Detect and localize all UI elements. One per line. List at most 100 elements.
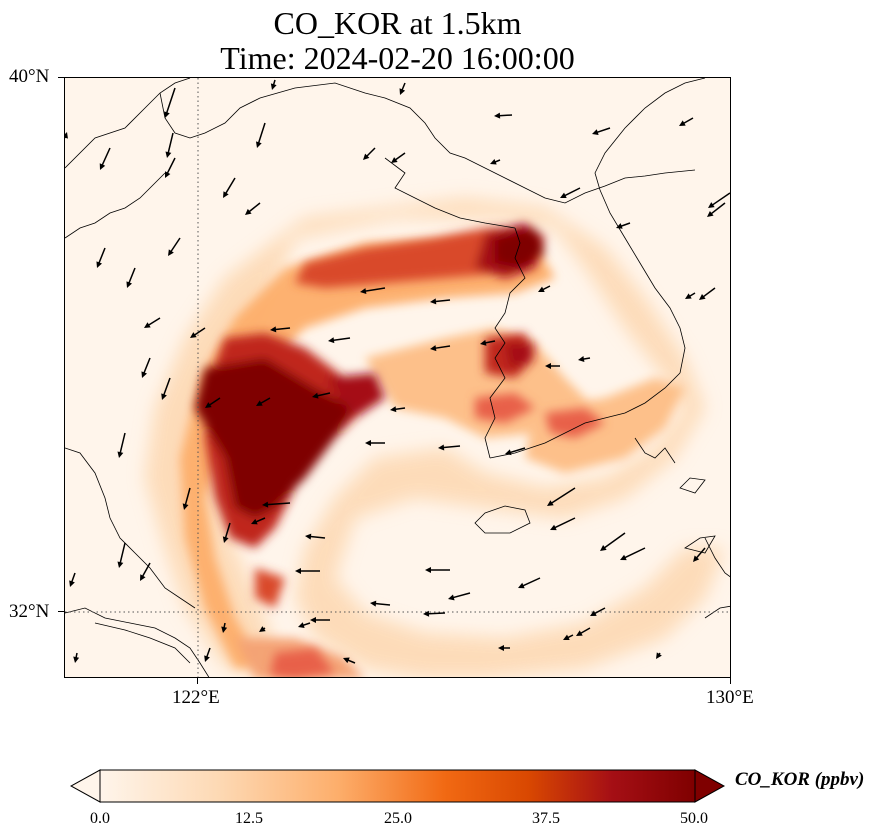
wind-arrow [257, 122, 266, 146]
wind-arrow-head [656, 652, 662, 659]
tick-mark [58, 77, 64, 78]
wind-arrow-head [590, 610, 597, 616]
wind-arrow [425, 612, 446, 615]
wind-arrow-head [245, 208, 252, 215]
tick-mark [730, 678, 731, 684]
wind-arrow-head [221, 626, 228, 633]
wind-arrow-head [360, 288, 367, 295]
wind-arrow-head [538, 286, 545, 292]
wind-arrow [520, 577, 541, 588]
wind-arrow [142, 357, 151, 376]
gridlines [65, 78, 730, 677]
wind-arrow-head [699, 294, 706, 300]
wind-arrow [127, 267, 136, 286]
wind-arrow-head [255, 141, 262, 148]
wind-arrow [184, 487, 191, 508]
wind-arrow-head [578, 356, 585, 362]
wind-arrow-head [168, 249, 174, 256]
wind-arrow-head [262, 501, 269, 508]
wind-arrow [169, 237, 181, 254]
wind-arrow-head [164, 111, 170, 118]
wind-arrow-head [620, 554, 627, 561]
wind-arrow-head [141, 371, 148, 378]
wind-arrow-head [343, 657, 350, 664]
colorbar-extend-min [70, 769, 101, 803]
wind-arrow-head [310, 617, 316, 623]
wind-arrow [97, 247, 106, 266]
colorbar-label: CO_KOR (ppbv) [735, 769, 865, 790]
wind-arrow-head [117, 561, 124, 568]
wind-arrow-head [144, 322, 151, 328]
lat-tick-40n: 40°N [9, 66, 50, 87]
wind-arrow-head [328, 337, 335, 344]
wind-arrow-head [430, 345, 437, 352]
wind-arrow-head [576, 630, 583, 636]
wind-arrow-head [117, 451, 124, 458]
wind-arrow [362, 287, 386, 293]
wind-arrow-head [600, 545, 607, 551]
wind-arrow-head [498, 645, 504, 651]
plume-envelope [145, 198, 725, 677]
wind-arrow [162, 377, 171, 398]
plume-core [195, 223, 605, 677]
colorbar-tick-50: 50.0 [680, 810, 708, 827]
colorbar [70, 769, 726, 803]
wind-arrow [223, 177, 236, 196]
wind-arrow-head [126, 281, 133, 288]
wind-arrow-head [693, 555, 700, 562]
wind-arrow-head [190, 332, 197, 338]
wind-arrow-head [370, 600, 377, 607]
wind-arrow [118, 432, 126, 456]
wind-arrow-head [223, 191, 229, 198]
wind-arrow-head [708, 202, 715, 208]
wind-arrow-head [707, 210, 714, 217]
wind-arrow-head [69, 580, 75, 587]
wind-arrow-head [679, 120, 686, 126]
wind-vectors [65, 79, 730, 664]
wind-arrow-head [390, 406, 397, 413]
wind-arrow-head [205, 402, 212, 408]
wind-arrow-head [298, 622, 305, 628]
colorbar-tick-25: 25.0 [384, 810, 412, 827]
wind-arrow [552, 517, 576, 530]
wind-arrow-head [518, 582, 525, 589]
wind-arrow-head [545, 363, 551, 369]
wind-arrow-head [391, 157, 398, 163]
wind-arrow [118, 542, 126, 566]
colorbar-tick-12-5: 12.5 [235, 810, 263, 827]
wind-arrow [330, 337, 351, 342]
wind-arrow-head [251, 518, 258, 525]
wind-arrow [450, 592, 471, 599]
wind-arrow-head [305, 533, 312, 540]
wind-arrow [100, 147, 111, 168]
wind-arrow-head [256, 400, 263, 406]
wind-arrow [622, 547, 646, 560]
wind-arrow-head [270, 326, 277, 333]
map-panel [64, 77, 731, 678]
wind-arrow-head [438, 444, 445, 451]
wind-arrow [601, 532, 626, 550]
wind-arrow-head [685, 293, 692, 299]
wind-arrow-head [399, 88, 406, 95]
lon-tick-122e: 122°E [172, 687, 220, 708]
colorbar-extend-max [694, 769, 726, 803]
wind-arrow-head [505, 449, 512, 456]
wind-arrow-head [547, 500, 554, 506]
concentration-map [65, 78, 730, 677]
map-title: CO_KOR at 1.5km [273, 5, 522, 41]
wind-arrow-head [65, 132, 68, 139]
wind-arrow-head [99, 163, 106, 170]
colorbar-gradient [99, 769, 696, 803]
wind-arrow-head [423, 610, 430, 617]
wind-arrow [440, 445, 461, 449]
wind-arrow-head [259, 626, 266, 632]
wind-arrow-head [430, 298, 437, 305]
wind-arrow-head [182, 503, 189, 510]
wind-arrow-head [73, 656, 80, 663]
map-subtitle: Time: 2024-02-20 16:00:00 [220, 40, 575, 76]
wind-arrow-head [222, 536, 229, 543]
wind-arrow [549, 487, 576, 506]
wind-arrow [165, 87, 176, 116]
coastlines [65, 78, 730, 677]
wind-arrow-head [480, 339, 487, 346]
